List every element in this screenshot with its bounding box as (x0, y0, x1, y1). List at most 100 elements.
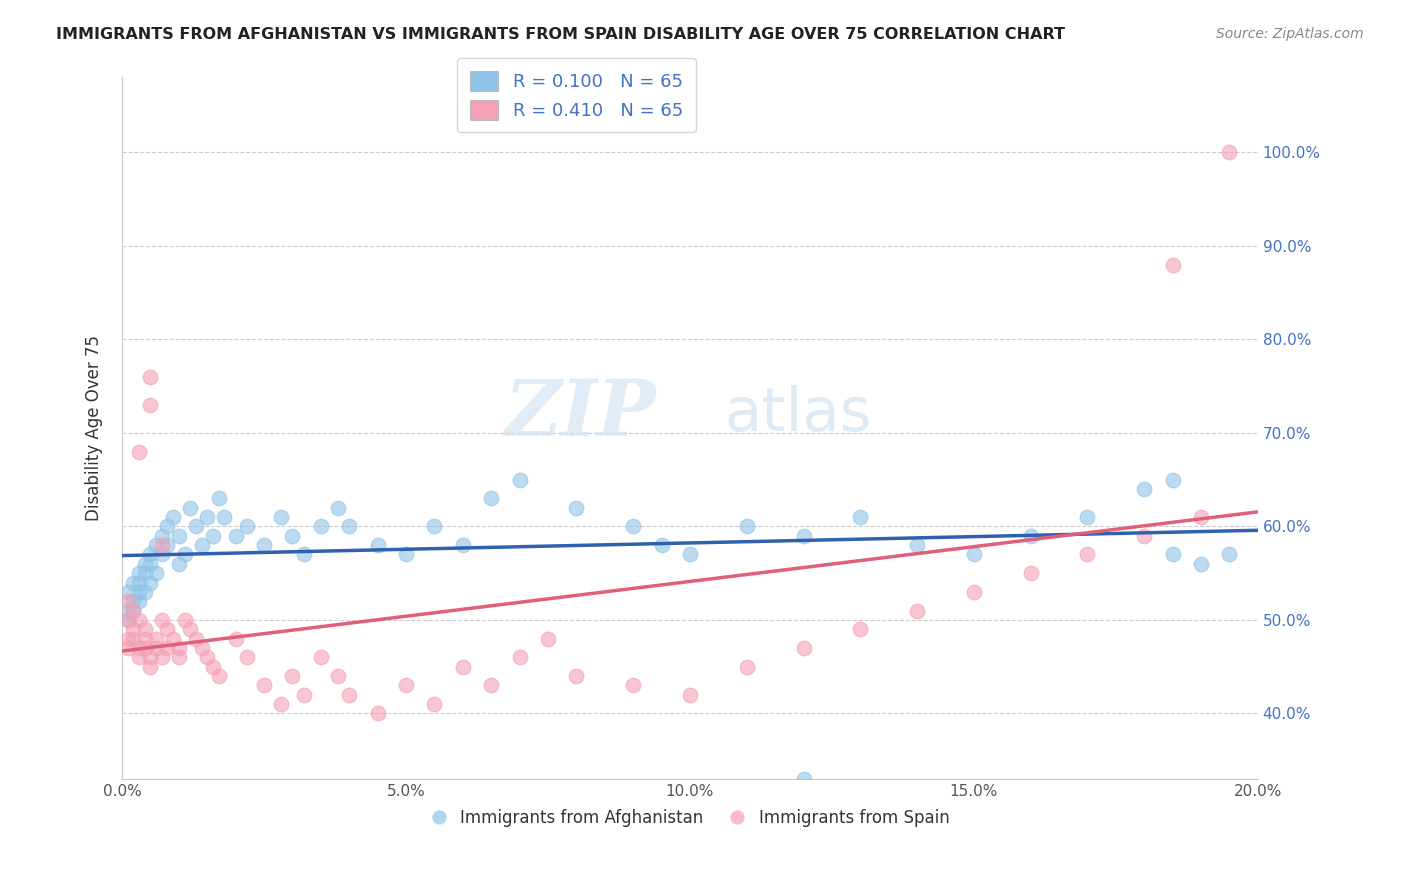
Text: IMMIGRANTS FROM AFGHANISTAN VS IMMIGRANTS FROM SPAIN DISABILITY AGE OVER 75 CORR: IMMIGRANTS FROM AFGHANISTAN VS IMMIGRANT… (56, 27, 1066, 42)
Point (134, 557, 156, 571)
Point (128, 640, 150, 655)
Point (1218, 145, 1240, 160)
Text: Source: ZipAtlas.com: Source: ZipAtlas.com (1216, 27, 1364, 41)
Point (139, 557, 162, 571)
Point (179, 622, 201, 636)
Point (309, 519, 332, 533)
Point (134, 566, 156, 581)
Point (139, 650, 162, 665)
Point (621, 519, 644, 533)
Point (156, 622, 179, 636)
Point (195, 510, 218, 524)
Point (128, 585, 150, 599)
Point (236, 519, 259, 533)
Point (184, 632, 207, 646)
Point (139, 369, 162, 384)
Point (134, 640, 156, 655)
Point (117, 585, 139, 599)
Point (117, 640, 139, 655)
Point (337, 519, 360, 533)
Point (122, 575, 145, 590)
Point (1133, 529, 1156, 543)
Point (849, 510, 872, 524)
Point (139, 548, 162, 562)
Point (1161, 548, 1184, 562)
Point (150, 529, 173, 543)
Point (139, 659, 162, 673)
Point (451, 538, 474, 552)
Text: ZIP: ZIP (505, 376, 655, 452)
Point (145, 632, 167, 646)
Point (145, 538, 167, 552)
Point (122, 603, 145, 617)
Point (395, 678, 418, 692)
Point (117, 632, 139, 646)
Point (792, 529, 814, 543)
Point (735, 519, 758, 533)
Point (201, 659, 224, 673)
Point (167, 650, 190, 665)
Point (1161, 473, 1184, 487)
Point (905, 538, 928, 552)
Point (184, 519, 207, 533)
Point (963, 585, 986, 599)
Point (128, 594, 150, 608)
Point (134, 632, 156, 646)
Point (509, 473, 531, 487)
Point (735, 659, 758, 673)
Point (1019, 566, 1042, 581)
Point (150, 538, 173, 552)
Point (565, 500, 588, 515)
Point (190, 640, 212, 655)
Point (537, 632, 560, 646)
Point (270, 697, 292, 711)
Point (792, 772, 814, 786)
Point (905, 603, 928, 617)
Point (117, 613, 139, 627)
Point (162, 510, 184, 524)
Point (134, 622, 156, 636)
Point (509, 650, 531, 665)
Point (367, 538, 389, 552)
Point (122, 622, 145, 636)
Point (337, 688, 360, 702)
Point (117, 603, 139, 617)
Point (179, 500, 201, 515)
Point (621, 678, 644, 692)
Point (1019, 529, 1042, 543)
Point (281, 669, 304, 683)
Point (326, 500, 349, 515)
Point (167, 557, 190, 571)
Point (1161, 258, 1184, 272)
Point (134, 585, 156, 599)
Point (451, 659, 474, 673)
Point (150, 650, 173, 665)
Point (326, 669, 349, 683)
Point (150, 548, 173, 562)
Text: atlas: atlas (724, 384, 872, 443)
Point (162, 632, 184, 646)
Point (395, 548, 418, 562)
Point (423, 519, 446, 533)
Point (292, 548, 315, 562)
Point (190, 538, 212, 552)
Legend: Immigrants from Afghanistan, Immigrants from Spain: Immigrants from Afghanistan, Immigrants … (423, 803, 956, 834)
Point (1076, 510, 1098, 524)
Point (128, 650, 150, 665)
Point (128, 575, 150, 590)
Point (292, 688, 315, 702)
Point (122, 632, 145, 646)
Point (679, 548, 702, 562)
Point (281, 529, 304, 543)
Point (173, 613, 195, 627)
Point (150, 613, 173, 627)
Point (207, 491, 229, 506)
Point (367, 706, 389, 721)
Point (156, 519, 179, 533)
Point (479, 678, 502, 692)
Point (122, 594, 145, 608)
Point (156, 538, 179, 552)
Point (145, 566, 167, 581)
Point (1189, 510, 1212, 524)
Point (236, 650, 259, 665)
